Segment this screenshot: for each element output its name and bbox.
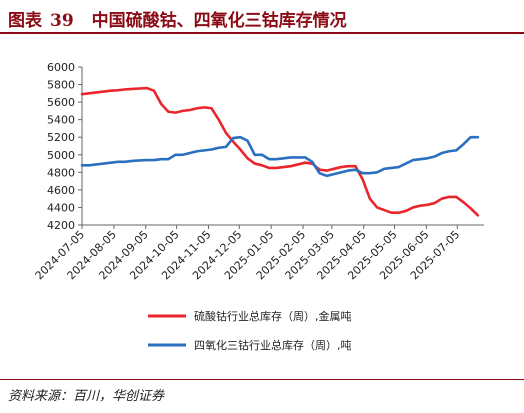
inventory-line-chart: 4200 4400 4600 4800 5000 5200 5400 5600 5800 6000… (33, 61, 484, 352)
y-tick-label: 5600 (47, 96, 75, 109)
chart-axes: 4200 4400 4600 4800 5000 5200 5400 5600 5800 6000… (33, 61, 484, 282)
chart-series (80, 86, 480, 217)
source-note: 资料来源：百川，华创证券 (8, 389, 165, 404)
y-tick-label: 4600 (47, 184, 75, 197)
legend-label: 四氧化三钴行业总库存（周）,吨 (194, 338, 352, 352)
figure-label: 图表 (8, 11, 42, 31)
y-tick-label: 5400 (47, 114, 75, 127)
series-line-cobalt-sulfate (80, 86, 480, 217)
figure-number: 39 (50, 11, 74, 31)
title-rule (0, 32, 524, 34)
figure-title: 中国硫酸钴、四氧化三钴库存情况 (91, 11, 347, 31)
y-tick-label: 5200 (47, 131, 75, 144)
y-tick-label: 6000 (47, 61, 75, 74)
footer-rule (0, 379, 524, 380)
y-tick-label: 4200 (47, 219, 75, 232)
chart-title: 图表 39 中国硫酸钴、四氧化三钴库存情况 (8, 6, 347, 31)
y-tick-label: 4400 (47, 201, 75, 214)
y-tick-label: 5800 (47, 79, 75, 92)
series-line-cobalt-oxide (80, 135, 480, 178)
y-tick-label: 5000 (47, 149, 75, 162)
legend-label: 硫酸钴行业总库存（周）,金属吨 (194, 309, 352, 323)
y-tick-label: 4800 (47, 166, 75, 179)
